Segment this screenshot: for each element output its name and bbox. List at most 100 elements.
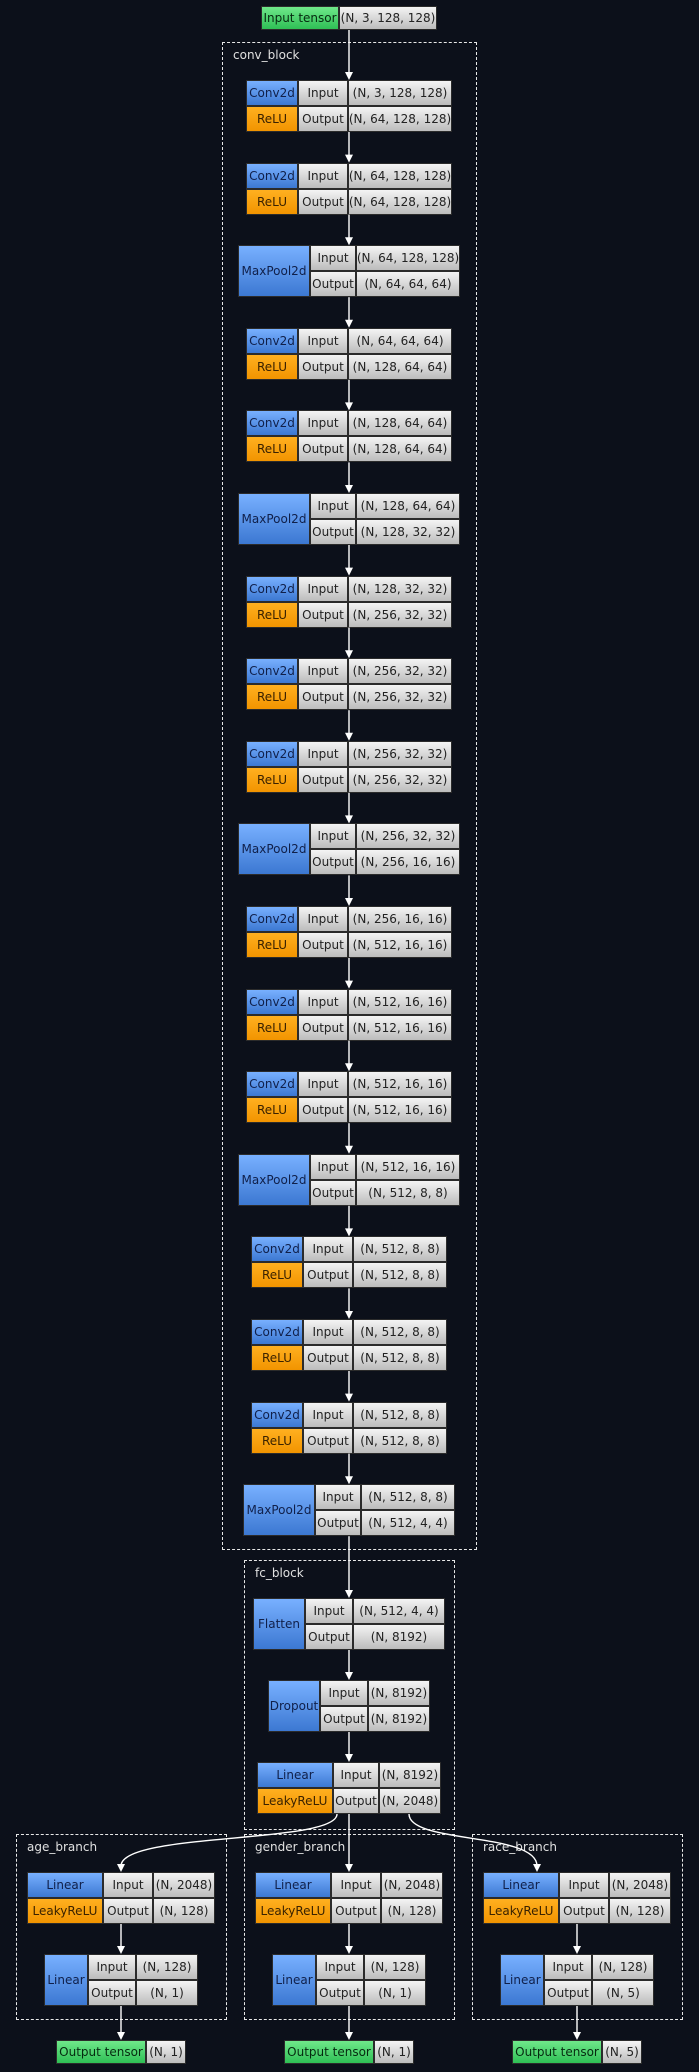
conv-block-label: conv_block	[233, 48, 300, 62]
conv-node-8-input-shape: (N, 256, 32, 32)	[348, 740, 452, 767]
fc-node-2-input-shape: (N, 8192)	[379, 1762, 441, 1788]
conv-node-0: Conv2d ReLU Input Output (N, 3, 128, 128) (N,…	[246, 80, 452, 132]
conv-node-4-activation: ReLU	[246, 436, 298, 463]
conv-node-1-activation: ReLU	[246, 188, 298, 215]
branch-0-node-1-input-label: Input	[88, 1954, 136, 1980]
conv-node-8-output-shape: (N, 256, 32, 32)	[348, 766, 452, 793]
conv-node-17-layer: MaxPool2d	[243, 1484, 315, 1537]
conv-node-14-layer: Conv2d	[251, 1236, 303, 1263]
fc-node-1-layer: Dropout	[268, 1680, 320, 1732]
conv-node-3-layer: Conv2d	[246, 327, 298, 354]
conv-node-4-input-label: Input	[298, 410, 348, 437]
conv-node-6-input-label: Input	[298, 575, 348, 602]
conv-node-8-output-label: Output	[298, 766, 348, 793]
edge-branch-2-out-head	[573, 2032, 581, 2040]
conv-node-10: Conv2d ReLU Input Output (N, 256, 16, 16) (N,…	[246, 906, 452, 958]
conv-node-7-output-label: Output	[298, 684, 348, 711]
edge-branch-0-out-head	[117, 2032, 125, 2040]
conv-node-17: MaxPool2d Input Output (N, 512, 8, 8) (N, 51…	[243, 1484, 455, 1537]
conv-node-16-activation: ReLU	[251, 1427, 303, 1454]
age-branch-label: age_branch	[27, 1840, 98, 1854]
race-branch-label: race_branch	[483, 1840, 557, 1854]
conv-node-4-output-shape: (N, 128, 64, 64)	[348, 436, 452, 463]
fc-node-0: Flatten Input Output (N, 512, 4, 4) (N, 8192…	[253, 1598, 445, 1650]
conv-node-4: Conv2d ReLU Input Output (N, 128, 64, 64) (N,…	[246, 410, 452, 463]
conv-node-16-input-label: Input	[303, 1401, 353, 1428]
branch-2-node-1-input-label: Input	[544, 1954, 592, 1980]
branch-2-node-1-input-shape: (N, 128)	[592, 1954, 654, 1980]
branch-1-node-1-output-label: Output	[316, 1980, 364, 2006]
conv-node-7: Conv2d ReLU Input Output (N, 256, 32, 32) (N,…	[246, 658, 452, 711]
conv-node-5-layer: MaxPool2d	[238, 493, 310, 545]
conv-node-17-output-shape: (N, 512, 4, 4)	[361, 1510, 455, 1537]
conv-node-1: Conv2d ReLU Input Output (N, 64, 128, 128) (N…	[246, 162, 452, 215]
branch-2-node-0-output-shape: (N, 128)	[609, 1898, 671, 1924]
conv-node-16: Conv2d ReLU Input Output (N, 512, 8, 8) (N, 5…	[251, 1401, 447, 1454]
conv-node-2-output-shape: (N, 64, 64, 64)	[356, 271, 460, 298]
branch-2-output-label: Output tensor	[512, 2040, 602, 2064]
branch-0-node-0-output-shape: (N, 128)	[153, 1898, 215, 1924]
conv-node-12-input-shape: (N, 512, 16, 16)	[348, 1071, 452, 1098]
conv-node-10-output-label: Output	[298, 932, 348, 958]
conv-node-12: Conv2d ReLU Input Output (N, 512, 16, 16) (N,…	[246, 1071, 452, 1124]
conv-node-3: Conv2d ReLU Input Output (N, 64, 64, 64) (N, …	[246, 327, 452, 380]
fc-node-0-input-shape: (N, 512, 4, 4)	[353, 1598, 445, 1624]
conv-node-7-layer: Conv2d	[246, 658, 298, 685]
conv-node-2-layer: MaxPool2d	[238, 245, 310, 298]
conv-node-8-activation: ReLU	[246, 766, 298, 793]
fc-node-2: Linear LeakyReLU Input Output (N, 8192) (N, 2…	[257, 1762, 441, 1814]
branch-2-node-0-output-label: Output	[559, 1898, 609, 1924]
fc-node-0-output-shape: (N, 8192)	[353, 1624, 445, 1650]
conv-node-14-output-label: Output	[303, 1262, 353, 1289]
fc-node-0-output-label: Output	[305, 1624, 353, 1650]
conv-node-15-layer: Conv2d	[251, 1319, 303, 1345]
input-tensor-node: Input tensor (N, 3, 128, 128)	[261, 6, 437, 30]
conv-node-9-output-label: Output	[310, 849, 356, 876]
conv-node-12-layer: Conv2d	[246, 1071, 298, 1098]
branch-1-output-tensor: Output tensor (N, 1)	[284, 2040, 414, 2064]
branch-1-node-1-input-label: Input	[316, 1954, 364, 1980]
branch-2-node-0-activation: LeakyReLU	[483, 1898, 559, 1924]
branch-1-output-label: Output tensor	[284, 2040, 374, 2064]
conv-node-16-output-shape: (N, 512, 8, 8)	[353, 1427, 447, 1454]
branch-1-node-0-output-shape: (N, 128)	[381, 1898, 443, 1924]
conv-node-1-layer: Conv2d	[246, 162, 298, 189]
conv-node-3-input-shape: (N, 64, 64, 64)	[348, 327, 452, 354]
branch-2-node-1-output-shape: (N, 5)	[592, 1980, 654, 2006]
conv-node-15-output-shape: (N, 512, 8, 8)	[353, 1345, 447, 1371]
conv-node-7-activation: ReLU	[246, 684, 298, 711]
conv-node-14-input-shape: (N, 512, 8, 8)	[353, 1236, 447, 1263]
conv-node-16-input-shape: (N, 512, 8, 8)	[353, 1401, 447, 1428]
conv-node-11-output-shape: (N, 512, 16, 16)	[348, 1014, 452, 1041]
conv-node-5-input-shape: (N, 128, 64, 64)	[356, 493, 460, 519]
conv-node-9-output-shape: (N, 256, 16, 16)	[356, 849, 460, 876]
branch-1-node-0-layer: Linear	[255, 1872, 331, 1898]
branch-2-output-shape: (N, 5)	[602, 2040, 642, 2064]
conv-node-13-layer: MaxPool2d	[238, 1153, 310, 1206]
conv-node-2-input-label: Input	[310, 245, 356, 272]
conv-node-11: Conv2d ReLU Input Output (N, 512, 16, 16) (N,…	[246, 988, 452, 1041]
conv-node-15-activation: ReLU	[251, 1345, 303, 1371]
conv-node-10-activation: ReLU	[246, 932, 298, 958]
conv-node-14-activation: ReLU	[251, 1262, 303, 1289]
conv-node-6: Conv2d ReLU Input Output (N, 128, 32, 32) (N,…	[246, 575, 452, 628]
conv-node-11-input-shape: (N, 512, 16, 16)	[348, 988, 452, 1015]
conv-node-13-output-label: Output	[310, 1179, 356, 1206]
conv-node-9-layer: MaxPool2d	[238, 823, 310, 876]
conv-node-15: Conv2d ReLU Input Output (N, 512, 8, 8) (N, 5…	[251, 1319, 447, 1371]
branch-2-output-tensor: Output tensor (N, 5)	[512, 2040, 642, 2064]
conv-node-0-activation: ReLU	[246, 106, 298, 132]
fc-node-1-output-label: Output	[320, 1706, 368, 1732]
conv-node-4-input-shape: (N, 128, 64, 64)	[348, 410, 452, 437]
conv-node-15-input-shape: (N, 512, 8, 8)	[353, 1319, 447, 1345]
branch-1-output-shape: (N, 1)	[374, 2040, 414, 2064]
conv-node-12-activation: ReLU	[246, 1097, 298, 1124]
fc-node-1: Dropout Input Output (N, 8192) (N, 8192)	[268, 1680, 430, 1732]
branch-2-node-0-input-label: Input	[559, 1872, 609, 1898]
branch-1-node-1-output-shape: (N, 1)	[364, 1980, 426, 2006]
conv-node-8-input-label: Input	[298, 740, 348, 767]
branch-0-node-0-output-label: Output	[103, 1898, 153, 1924]
input-tensor-shape: (N, 3, 128, 128)	[339, 6, 437, 30]
conv-node-3-output-label: Output	[298, 353, 348, 380]
conv-node-2-output-label: Output	[310, 271, 356, 298]
